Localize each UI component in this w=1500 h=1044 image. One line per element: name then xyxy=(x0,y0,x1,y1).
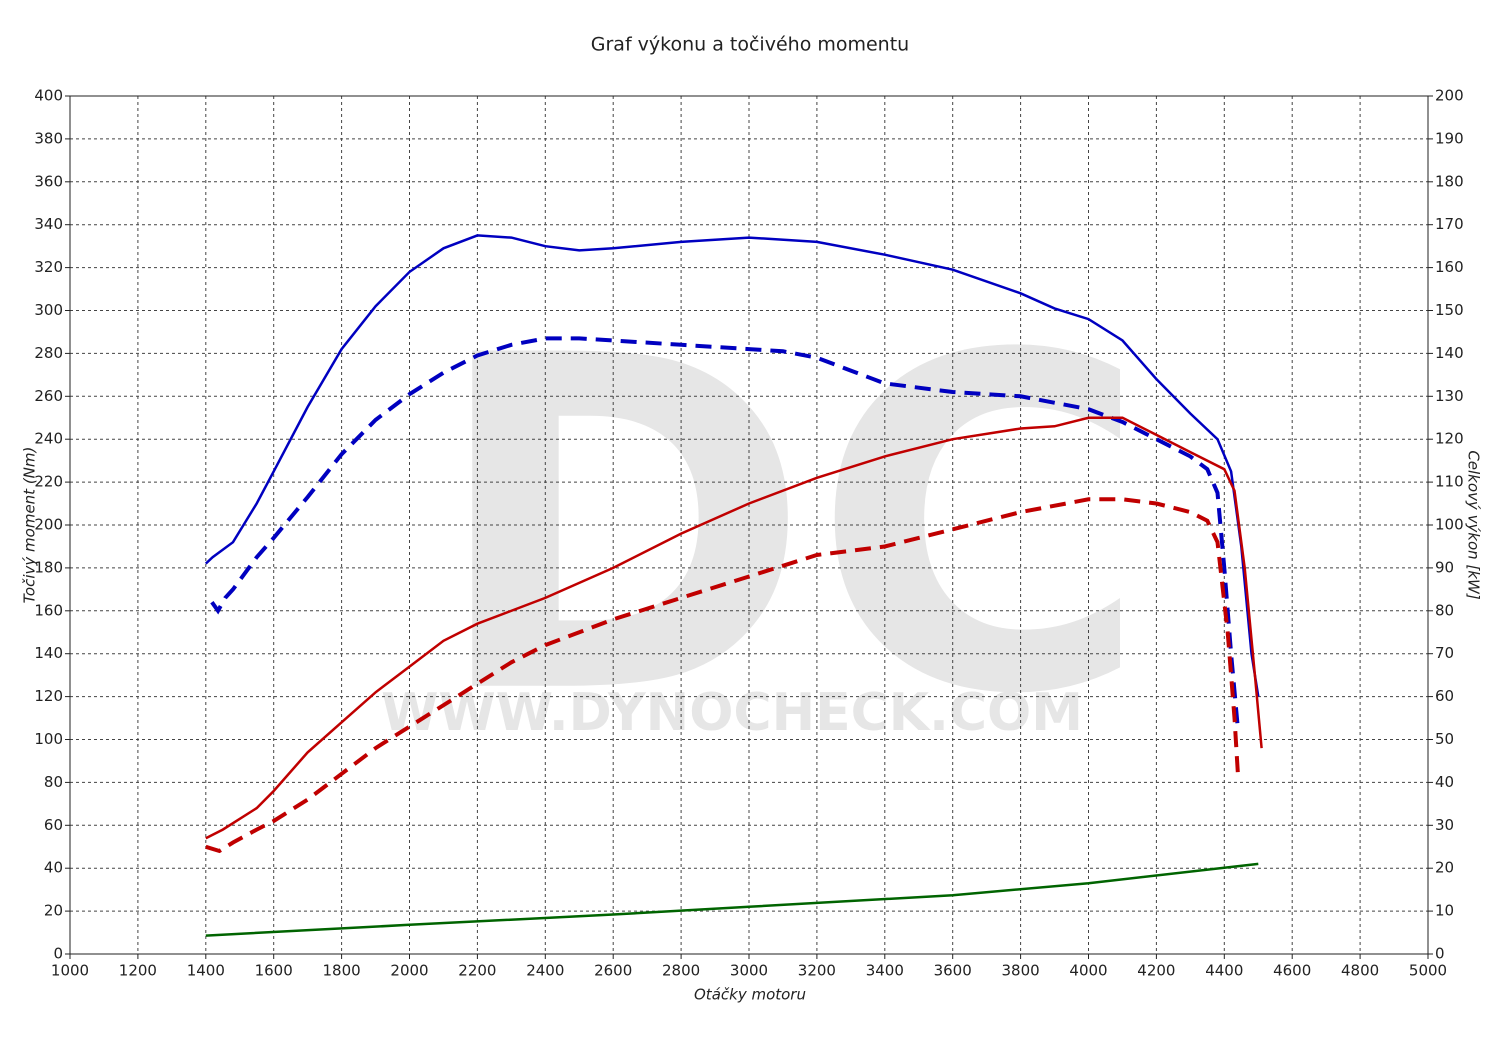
x-tick-label: 3600 xyxy=(934,962,972,980)
watermark-logo: DC xyxy=(430,260,1149,795)
x-tick-label: 2800 xyxy=(662,962,700,980)
y-tick-label: 300 xyxy=(34,301,63,319)
x-tick-label: 3000 xyxy=(730,962,768,980)
y2-tick-label: 110 xyxy=(1435,473,1464,491)
plot-frame xyxy=(69,95,1429,955)
y-tick-label: 120 xyxy=(34,687,63,705)
y2-tick-label: 160 xyxy=(1435,258,1464,276)
data-line xyxy=(204,234,1260,697)
y2-tick-label: 60 xyxy=(1435,687,1454,705)
y-tick-label: 320 xyxy=(34,258,63,276)
y-axis-label: Točivý moment (Nm) xyxy=(21,447,39,604)
x-tick-label: 3800 xyxy=(1002,962,1040,980)
y2-tick-label: 150 xyxy=(1435,301,1464,319)
watermark-url: WWW.DYNOCHECK.COM xyxy=(381,683,1083,743)
x-tick-label: 1400 xyxy=(187,962,225,980)
x-tick-label: 4200 xyxy=(1137,962,1175,980)
y2-tick-label: 180 xyxy=(1435,172,1464,190)
y-tick-label: 180 xyxy=(34,558,63,576)
y2-tick-label: 40 xyxy=(1435,773,1454,791)
y2-tick-label: 70 xyxy=(1435,644,1454,662)
y-tick-label: 160 xyxy=(34,601,63,619)
x-tick-label: 4400 xyxy=(1205,962,1243,980)
y-tick-label: 0 xyxy=(53,945,63,963)
y2-axis-label: Celkový výkon [kW] xyxy=(1465,450,1483,600)
y2-tick-label: 120 xyxy=(1435,430,1464,448)
y-tick-label: 380 xyxy=(34,129,63,147)
x-tick-label: 2400 xyxy=(526,962,564,980)
y2-tick-label: 20 xyxy=(1435,859,1454,877)
y-tick-label: 40 xyxy=(44,859,63,877)
y-tick-label: 100 xyxy=(34,730,63,748)
y2-tick-label: 50 xyxy=(1435,730,1454,748)
x-tick-label: 2200 xyxy=(458,962,496,980)
x-tick-label: 4800 xyxy=(1341,962,1379,980)
y-tick-label: 360 xyxy=(34,172,63,190)
y-tick-label: 240 xyxy=(34,430,63,448)
y2-tick-label: 200 xyxy=(1435,87,1464,105)
y-tick-label: 220 xyxy=(34,473,63,491)
y2-tick-label: 0 xyxy=(1435,945,1445,963)
data-line xyxy=(205,497,1240,854)
y-tick-label: 260 xyxy=(34,387,63,405)
chart-title: Graf výkonu a točivého momentu xyxy=(591,34,909,56)
y2-tick-label: 140 xyxy=(1435,344,1464,362)
y-tick-label: 20 xyxy=(44,902,63,920)
y-tick-label: 60 xyxy=(44,816,63,834)
x-tick-label: 2000 xyxy=(390,962,428,980)
x-tick-label: 1600 xyxy=(255,962,293,980)
y-tick-label: 140 xyxy=(34,644,63,662)
data-line xyxy=(210,336,1240,729)
y2-tick-label: 130 xyxy=(1435,387,1464,405)
y-tick-label: 200 xyxy=(34,516,63,534)
data-line xyxy=(205,862,1259,937)
y-tick-label: 340 xyxy=(34,215,63,233)
y2-tick-label: 170 xyxy=(1435,215,1464,233)
y2-tick-label: 190 xyxy=(1435,129,1464,147)
x-tick-label: 2600 xyxy=(594,962,632,980)
y-tick-label: 80 xyxy=(44,773,63,791)
y2-tick-label: 90 xyxy=(1435,558,1454,576)
y2-tick-label: 30 xyxy=(1435,816,1454,834)
x-axis-label: Otáčky motoru xyxy=(694,986,806,1004)
x-tick-label: 3200 xyxy=(798,962,836,980)
x-tick-label: 4600 xyxy=(1273,962,1311,980)
x-tick-label: 1000 xyxy=(51,962,89,980)
y2-tick-label: 10 xyxy=(1435,902,1454,920)
y2-tick-label: 80 xyxy=(1435,601,1454,619)
y-tick-label: 280 xyxy=(34,344,63,362)
y2-tick-label: 100 xyxy=(1435,516,1464,534)
data-line xyxy=(205,416,1263,840)
x-tick-label: 4000 xyxy=(1069,962,1107,980)
y-tick-label: 400 xyxy=(34,87,63,105)
x-tick-label: 1200 xyxy=(119,962,157,980)
x-tick-label: 1800 xyxy=(323,962,361,980)
x-tick-label: 3400 xyxy=(866,962,904,980)
x-tick-label: 5000 xyxy=(1409,962,1447,980)
